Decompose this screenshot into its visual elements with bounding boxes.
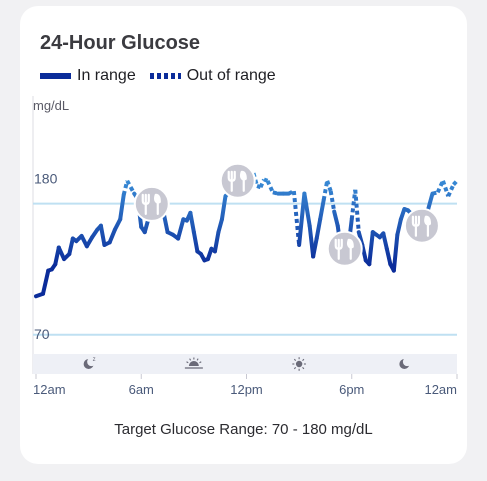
legend-solid-swatch — [40, 73, 71, 79]
glucose-segment-out-of-range — [128, 186, 136, 195]
meal-marker-icon — [326, 230, 363, 267]
glucose-segment-in-range — [191, 230, 200, 254]
glucose-segment-in-range — [367, 230, 375, 267]
sun-icon — [292, 357, 306, 371]
glucose-segment-in-range — [107, 227, 117, 245]
glucose-segment-out-of-range — [121, 180, 130, 196]
glucose-segment-out-of-range — [272, 190, 279, 196]
glucose-segment-in-range — [314, 217, 323, 241]
legend: In range Out of range — [40, 67, 290, 85]
y-tick-label-180: 180 — [34, 171, 58, 187]
legend-out-of-range-label: Out of range — [186, 67, 276, 84]
sunrise-icon — [184, 357, 203, 369]
glucose-segment-out-of-range — [125, 179, 133, 189]
glucose-segment-in-range — [395, 217, 403, 237]
glucose-segment-in-range — [188, 210, 196, 235]
glucose-segment-in-range — [381, 231, 389, 251]
glucose-segment-in-range — [98, 223, 107, 247]
glucose-segment-in-range — [318, 198, 326, 222]
glucose-segment-in-range — [360, 242, 368, 263]
meal-marker-icon — [219, 162, 256, 199]
glucose-segment-out-of-range — [452, 179, 459, 187]
glucose-segment-in-range — [332, 209, 340, 228]
glucose-chart: mg/dL 180 70 z 12am 6am 12pm 6pm 12am — [32, 96, 459, 397]
x-tick-label-3: 6pm — [339, 382, 364, 397]
legend-dashed-swatch — [149, 73, 181, 79]
time-of-day-band — [33, 354, 457, 374]
y-tick-label-70: 70 — [34, 326, 50, 342]
target-range-caption: Target Glucose Range: 70 - 180 mg/dL — [114, 421, 373, 438]
glucose-segment-in-range — [142, 217, 151, 235]
card-title: 24-Hour Glucose — [40, 32, 201, 54]
glucose-segment-in-range — [384, 246, 393, 267]
glucose-segment-out-of-range — [349, 189, 358, 220]
glucose-segment-out-of-range — [446, 183, 456, 198]
glucose-segment-in-range — [302, 191, 312, 228]
glucose-segment-in-range — [391, 232, 400, 273]
glucose-card: 24-Hour Glucose In range Out of range mg… — [20, 6, 467, 464]
moon-sleep-icon: z — [83, 357, 96, 369]
glucose-segment-out-of-range — [325, 180, 333, 192]
glucose-segment-out-of-range — [258, 178, 266, 189]
glucose-segment-out-of-range — [287, 189, 295, 196]
x-tick-label-4: 12am — [424, 382, 457, 397]
glucose-segment-in-range — [216, 217, 224, 235]
glucose-segment-in-range — [176, 217, 186, 241]
glucose-segment-in-range — [212, 230, 221, 254]
x-tick-label-1: 6am — [129, 382, 154, 397]
glucose-segment-in-range — [297, 191, 307, 247]
glucose-segment-out-of-range — [265, 179, 275, 194]
legend-item-in-range: In range — [40, 67, 136, 85]
glucose-segment-in-range — [118, 192, 126, 222]
legend-in-range-label: In range — [77, 67, 136, 84]
glucose-segment-out-of-range — [441, 180, 451, 197]
y-axis-label: mg/dL — [33, 98, 69, 113]
glucose-segment-in-range — [219, 194, 228, 222]
moon-icon — [399, 357, 412, 369]
glucose-segment-in-range — [311, 236, 319, 259]
glucose-segment-out-of-range — [328, 190, 337, 212]
glucose-segment-out-of-range — [263, 177, 269, 183]
svg-text:z: z — [93, 357, 96, 363]
glucose-segment-out-of-range — [256, 184, 262, 190]
glucose-segment-out-of-range — [353, 189, 361, 233]
glucose-segment-out-of-range — [431, 190, 439, 196]
x-tick-label-2: 12pm — [230, 382, 263, 397]
glucose-segment-in-range — [67, 236, 75, 256]
legend-item-out-of-range: Out of range — [149, 67, 276, 85]
meal-marker-icon — [133, 185, 170, 222]
glucose-segment-in-range — [41, 268, 51, 296]
meal-marker-icon — [403, 207, 440, 244]
x-tick-label-0: 12am — [33, 382, 66, 397]
